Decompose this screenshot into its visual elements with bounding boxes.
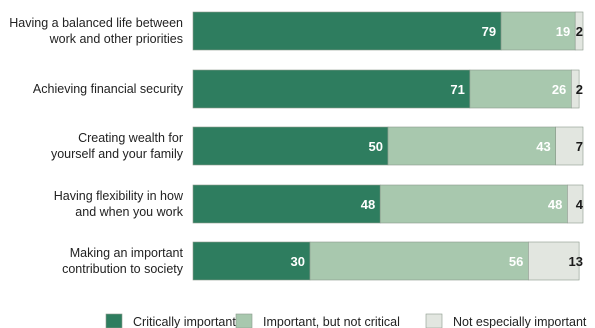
category-label: Having flexibility in how and when you wo… — [54, 189, 184, 219]
data-label: 4 — [576, 197, 584, 212]
data-label: 19 — [556, 24, 570, 39]
bar-segment — [192, 184, 381, 224]
data-label: 56 — [509, 254, 523, 269]
legend: Critically important Important, but not c… — [105, 313, 587, 328]
legend-swatch — [105, 313, 123, 328]
bar-segment — [387, 126, 556, 166]
legend-label: Not especially important — [453, 315, 587, 328]
category-label: Making an important contribution to socie… — [62, 246, 184, 276]
bar-segment — [192, 11, 502, 51]
category-labels: Having a balanced life between work and o… — [9, 16, 184, 276]
legend-label: Important, but not critical — [263, 315, 400, 328]
bar-segment — [500, 11, 576, 51]
category-label: Achieving financial security — [33, 82, 184, 96]
data-label: 48 — [361, 197, 375, 212]
bars: 79 19 2 71 26 2 50 43 7 48 48 4 30 56 13 — [192, 11, 584, 281]
data-label: 50 — [369, 139, 383, 154]
data-label: 30 — [291, 254, 305, 269]
data-label: 79 — [482, 24, 496, 39]
data-label: 26 — [552, 82, 566, 97]
data-label: 2 — [576, 24, 583, 39]
legend-swatch — [235, 313, 253, 328]
category-label: Having a balanced life between work and o… — [9, 16, 183, 46]
data-label: 43 — [536, 139, 550, 154]
data-label: 7 — [576, 139, 583, 154]
data-label: 2 — [576, 82, 583, 97]
data-label: 13 — [569, 254, 583, 269]
legend-swatch — [425, 313, 443, 328]
legend-label: Critically important — [133, 315, 236, 328]
bar-segment — [469, 69, 572, 109]
bar-segment — [555, 126, 584, 166]
bar-segment — [192, 69, 471, 109]
bar-segment — [574, 11, 584, 51]
bar-segment — [528, 241, 580, 281]
bar-segment — [192, 126, 389, 166]
data-label: 71 — [450, 82, 464, 97]
bar-segment — [309, 241, 529, 281]
bar-segment — [570, 69, 580, 109]
data-label: 48 — [548, 197, 562, 212]
category-label: Creating wealth for yourself and your fam… — [51, 131, 184, 161]
bar-segment — [567, 184, 584, 224]
bar-segment — [379, 184, 568, 224]
